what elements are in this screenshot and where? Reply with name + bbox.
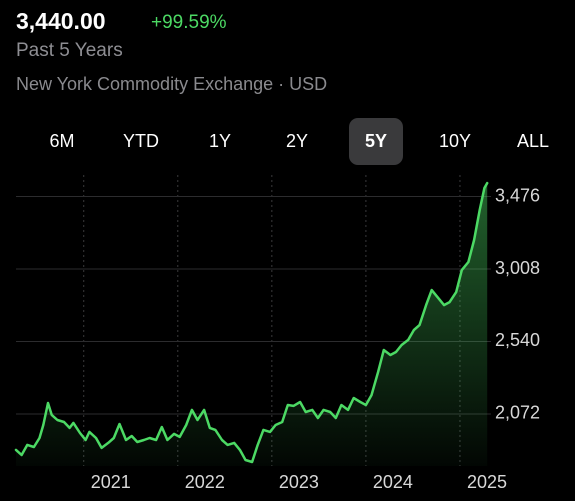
chart: 2021 2022 2023 2024 2025 2,072 2,540 3,008 3,476: [14, 175, 540, 492]
range-tab[interactable]: 2Y: [286, 131, 308, 151]
tab-selected-bg: [349, 118, 403, 165]
range-tab[interactable]: YTD: [123, 131, 159, 151]
range-tab[interactable]: ALL: [517, 131, 549, 151]
y-tick-label: 3,008: [495, 258, 540, 278]
price-line: [14, 181, 489, 464]
change: +99.59%: [151, 12, 227, 33]
range-tab[interactable]: 5Y: [365, 131, 387, 151]
y-tick-label: 3,476: [495, 185, 540, 205]
x-tick-label: 2024: [373, 472, 413, 492]
x-tick-label: 2022: [185, 472, 225, 492]
range-tab[interactable]: 6M: [49, 131, 74, 151]
x-tick-label: 2025: [467, 472, 507, 492]
period: Past 5 Years: [16, 40, 123, 61]
range-tab[interactable]: 1Y: [209, 131, 231, 151]
x-tick-label: 2021: [91, 472, 131, 492]
y-tick-label: 2,540: [495, 330, 540, 350]
price-area: [16, 183, 488, 466]
x-tick-label: 2023: [279, 472, 319, 492]
range-tabs: 6M YTD 1Y 2Y 5Y 10Y ALL: [49, 118, 549, 165]
exchange: New York Commodity Exchange · USD: [16, 74, 327, 94]
y-tick-label: 2,072: [495, 403, 540, 423]
price: 3,440.00: [16, 8, 106, 34]
range-tab[interactable]: 10Y: [439, 131, 471, 151]
